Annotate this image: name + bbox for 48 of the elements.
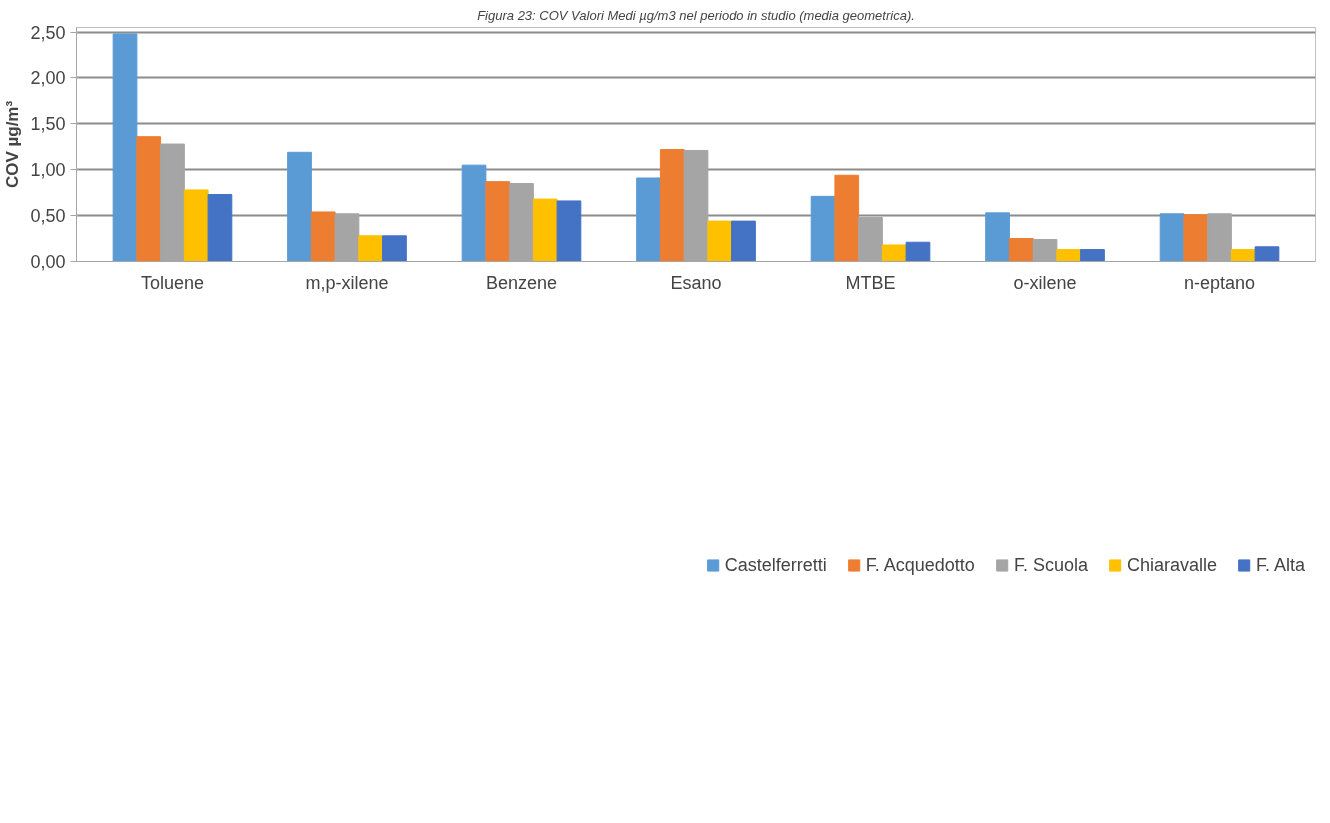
bar xyxy=(810,195,836,262)
bar xyxy=(183,189,209,262)
y-tick-label: 2,00 xyxy=(30,68,66,89)
bar xyxy=(112,33,138,262)
y-tick-label: 1,00 xyxy=(30,160,66,181)
legend-label: Chiaravalle xyxy=(1126,554,1217,576)
bar xyxy=(1159,213,1185,262)
bar xyxy=(310,211,336,262)
bar xyxy=(207,194,233,262)
x-tick-label: o-xilene xyxy=(1013,272,1077,293)
bar xyxy=(707,220,733,262)
bar xyxy=(1183,214,1209,262)
bar xyxy=(636,177,661,262)
legend-label: F. Scuola xyxy=(1013,554,1088,576)
bar xyxy=(382,235,407,262)
bar xyxy=(1254,246,1280,262)
x-tick-label: Esano xyxy=(670,272,722,293)
y-tick-label: 0,00 xyxy=(30,252,66,272)
bar xyxy=(834,174,860,262)
x-tick-label: Benzene xyxy=(485,272,558,293)
x-tick-label: n-eptano xyxy=(1183,272,1256,293)
bar xyxy=(136,136,162,262)
bar xyxy=(532,198,558,262)
bar xyxy=(556,200,582,262)
bar xyxy=(731,220,756,262)
bar xyxy=(905,241,931,262)
bar xyxy=(985,212,1010,262)
bar xyxy=(1056,249,1082,262)
bar xyxy=(659,149,685,262)
y-tick-label: 0,50 xyxy=(30,206,66,227)
x-tick-label: MTBE xyxy=(845,272,896,293)
bar xyxy=(461,164,487,262)
bar xyxy=(358,235,384,262)
x-tick-label: m,p-xilene xyxy=(305,272,389,293)
chart-title: Figura 23: COV Valori Medi µg/m3 nel periodo in studio (media geometrica). xyxy=(477,7,915,23)
bar xyxy=(1230,249,1256,262)
bar xyxy=(287,151,312,262)
x-tick-label: Toluene xyxy=(140,272,205,293)
legend-label: F. Acquedotto xyxy=(865,554,975,576)
bar xyxy=(1080,249,1105,262)
bar xyxy=(1008,238,1034,262)
y-tick-label: 1,50 xyxy=(30,114,66,135)
y-tick-label: 2,50 xyxy=(30,22,66,43)
legend-label: Castelferretti xyxy=(724,554,827,576)
bar xyxy=(881,244,907,262)
bar xyxy=(485,181,511,262)
y-axis-title: COV µg/m³ xyxy=(3,100,23,189)
legend-label: F. Alta xyxy=(1255,554,1305,576)
